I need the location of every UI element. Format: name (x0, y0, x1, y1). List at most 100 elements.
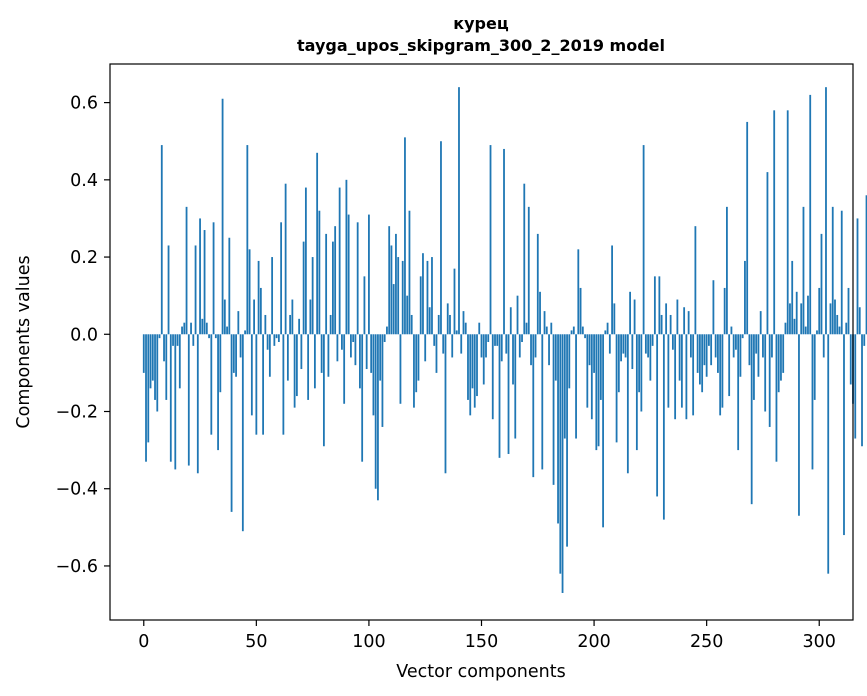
bar (241, 334, 244, 532)
bar (739, 334, 742, 377)
bar (858, 307, 861, 335)
bar (705, 334, 708, 377)
bar (620, 334, 622, 362)
bar (145, 334, 147, 462)
bar (696, 334, 699, 373)
bar (624, 334, 627, 358)
bar (246, 145, 249, 335)
bar (503, 148, 505, 335)
bar (658, 276, 661, 335)
bar (440, 141, 442, 335)
bar (611, 245, 613, 335)
x-tick-label: 50 (245, 632, 267, 652)
bar (660, 314, 663, 335)
bar (811, 334, 814, 470)
y-tick-label: 0.2 (70, 248, 98, 268)
bar (608, 334, 611, 354)
bar (223, 299, 226, 335)
bar (644, 334, 647, 354)
bar (386, 326, 388, 335)
bars-group (142, 87, 867, 593)
bar (629, 291, 631, 335)
bar (203, 230, 206, 335)
bar (849, 334, 852, 385)
bar (142, 334, 145, 373)
bar (226, 326, 228, 335)
bar (316, 152, 319, 335)
bar (505, 334, 508, 354)
bar (196, 334, 199, 474)
bar (451, 334, 454, 358)
bar (158, 334, 161, 339)
bar (584, 334, 586, 339)
x-tick-label: 0 (138, 632, 149, 652)
bar (854, 334, 857, 439)
bar (399, 334, 402, 404)
bar (786, 110, 789, 335)
bar (354, 334, 357, 366)
bar (444, 334, 447, 474)
bar (485, 334, 487, 358)
bar (455, 330, 458, 335)
bar (401, 260, 404, 335)
x-tick-label: 150 (465, 632, 498, 652)
bar (676, 299, 679, 335)
bar (345, 179, 348, 335)
bar (798, 334, 800, 516)
bar (750, 334, 753, 505)
bar (516, 295, 519, 335)
bar (703, 334, 706, 366)
bar (509, 307, 512, 335)
bar (424, 334, 427, 362)
bar (746, 121, 749, 335)
bar (755, 334, 758, 354)
bar (313, 334, 316, 389)
bar (699, 334, 701, 385)
bar (728, 334, 731, 397)
bar (518, 334, 521, 358)
bar (334, 226, 337, 335)
bar (782, 334, 785, 373)
bar (863, 334, 866, 346)
bar (176, 334, 179, 346)
bar (239, 334, 242, 358)
bar (392, 284, 395, 335)
title-text: курец (453, 14, 509, 33)
bar (640, 334, 643, 412)
y-tick-label: −0.2 (56, 403, 99, 423)
bar (840, 210, 843, 335)
bar (410, 314, 413, 335)
bar (237, 311, 240, 335)
bar (183, 322, 186, 335)
bar (262, 334, 264, 435)
bar (807, 295, 809, 335)
bar (395, 233, 397, 335)
bar (480, 334, 483, 358)
bar (635, 334, 638, 451)
bar (581, 326, 584, 335)
bar (554, 334, 557, 381)
bar (422, 253, 424, 335)
bar (602, 334, 604, 528)
bar (771, 334, 773, 358)
bar (277, 334, 280, 342)
bar (617, 334, 620, 393)
bar (341, 334, 343, 350)
chart-title: курец tayga_upos_skipgram_300_2_2019 mod… (297, 14, 665, 55)
bar (701, 334, 704, 393)
bar (446, 303, 449, 335)
bar (590, 334, 593, 420)
bar (250, 334, 253, 416)
bar (302, 241, 305, 335)
bar (730, 326, 733, 335)
bar (827, 334, 830, 574)
bar (712, 280, 715, 335)
bar (428, 307, 431, 335)
bar (638, 334, 641, 393)
x-axis-label: Vector components (396, 662, 565, 682)
bar (244, 330, 246, 335)
bar (370, 334, 373, 373)
bar (563, 334, 566, 439)
bar (368, 214, 370, 335)
bar (210, 334, 213, 435)
